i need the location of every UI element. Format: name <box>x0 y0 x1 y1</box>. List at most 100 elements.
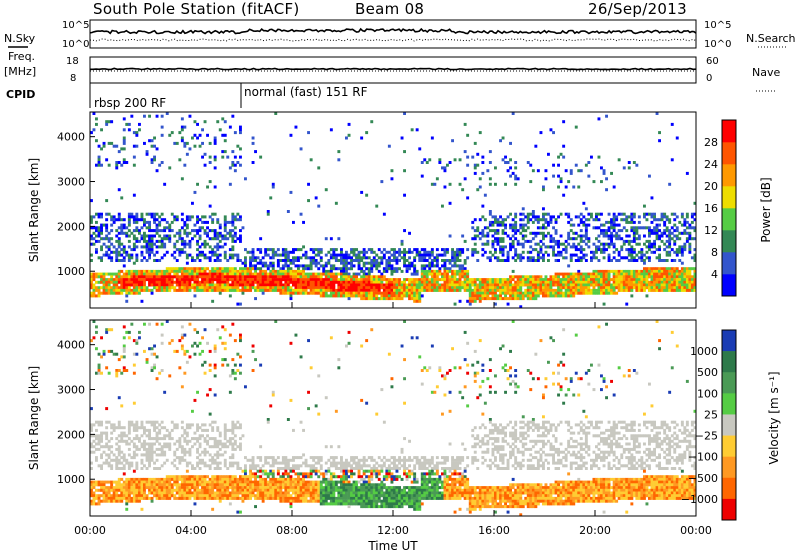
power-cell <box>398 250 401 254</box>
power-cell <box>352 280 356 284</box>
power-cell <box>218 291 222 295</box>
power-cell <box>198 286 202 290</box>
velocity-cell <box>175 423 179 427</box>
power-cell <box>488 150 492 154</box>
power-cell <box>524 229 528 233</box>
power-cell <box>163 182 167 186</box>
power-cell <box>471 278 475 282</box>
power-cell <box>122 231 126 235</box>
power-cell <box>289 261 293 265</box>
velocity-cell <box>117 499 121 503</box>
power-cell <box>458 250 462 254</box>
power-cell <box>130 231 134 235</box>
power-cell <box>653 278 656 282</box>
power-cell <box>193 272 197 276</box>
power-cell <box>138 272 141 276</box>
power-cell <box>408 283 411 287</box>
power-cell <box>90 242 93 246</box>
power-cell <box>347 272 351 276</box>
power-cell <box>92 278 96 282</box>
power-cell <box>145 275 149 279</box>
power-cell <box>653 231 656 235</box>
power-cell <box>178 283 182 287</box>
power-cell <box>233 275 237 279</box>
power-cell <box>340 291 343 295</box>
noise-tick-right-top: 10^5 <box>704 20 731 31</box>
power-cell <box>415 291 419 295</box>
power-cell <box>254 286 257 290</box>
velocity-cell <box>105 434 109 438</box>
power-cell <box>236 218 240 222</box>
power-cell <box>463 239 467 243</box>
power-cell <box>446 288 449 292</box>
power-cell <box>521 237 525 241</box>
velocity-cell <box>153 344 156 348</box>
power-cell <box>153 212 156 216</box>
power-ylabel: Slant Range [km] <box>27 158 41 262</box>
power-cell <box>342 256 346 260</box>
power-cell <box>95 139 98 143</box>
power-cell <box>127 253 131 257</box>
power-cell <box>387 280 391 284</box>
power-cell <box>281 264 285 268</box>
power-cell <box>577 288 581 292</box>
power-cell <box>415 288 419 292</box>
power-cell <box>567 288 571 292</box>
power-cell <box>491 297 495 301</box>
power-cell <box>509 242 512 246</box>
power-cell <box>393 288 396 292</box>
velocity-cell <box>153 467 156 470</box>
power-cell <box>198 226 202 230</box>
power-cell <box>660 283 664 287</box>
power-cell <box>584 275 588 279</box>
power-cell <box>100 275 103 279</box>
power-cell <box>625 280 629 284</box>
power-cell <box>625 239 629 243</box>
power-cell <box>514 291 518 295</box>
power-cell <box>663 220 667 224</box>
power-cell <box>390 267 394 271</box>
power-cell <box>233 239 237 243</box>
power-cell <box>685 220 689 224</box>
power-cell <box>521 218 525 222</box>
power-cell <box>534 215 538 219</box>
power-cell <box>577 280 581 284</box>
power-cell <box>95 272 98 276</box>
power-cell <box>201 220 204 224</box>
power-cell <box>526 288 530 292</box>
power-cell <box>673 259 677 262</box>
power-cell <box>678 280 682 284</box>
power-cell <box>516 177 520 181</box>
power-cell <box>395 278 399 282</box>
power-cell <box>372 297 376 301</box>
power-cell <box>196 231 199 235</box>
power-cell <box>393 291 396 295</box>
power-cell <box>352 288 356 292</box>
power-cell <box>244 283 247 287</box>
velocity-cell <box>140 477 144 481</box>
power-cell <box>413 291 417 295</box>
power-cell <box>529 231 533 235</box>
power-cell <box>125 299 129 303</box>
power-cell <box>360 291 364 295</box>
power-cell <box>370 120 374 124</box>
power-cell <box>314 288 318 292</box>
power-cell <box>607 253 611 257</box>
power-cell <box>211 248 215 252</box>
velocity-cell <box>105 453 109 457</box>
power-cell <box>188 267 192 271</box>
power-cell <box>352 264 356 268</box>
velocity-cell <box>135 488 139 492</box>
power-cell <box>610 242 613 246</box>
power-cell <box>138 286 141 290</box>
power-cell <box>415 299 419 303</box>
power-cell <box>120 226 124 230</box>
power-cell <box>673 278 677 282</box>
velocity-cell <box>208 412 212 416</box>
power-cell <box>491 286 495 290</box>
velocity-cell <box>138 486 141 490</box>
power-cell <box>557 245 560 249</box>
power-cell <box>304 272 308 276</box>
power-cell <box>612 245 616 249</box>
velocity-cell <box>117 396 121 400</box>
